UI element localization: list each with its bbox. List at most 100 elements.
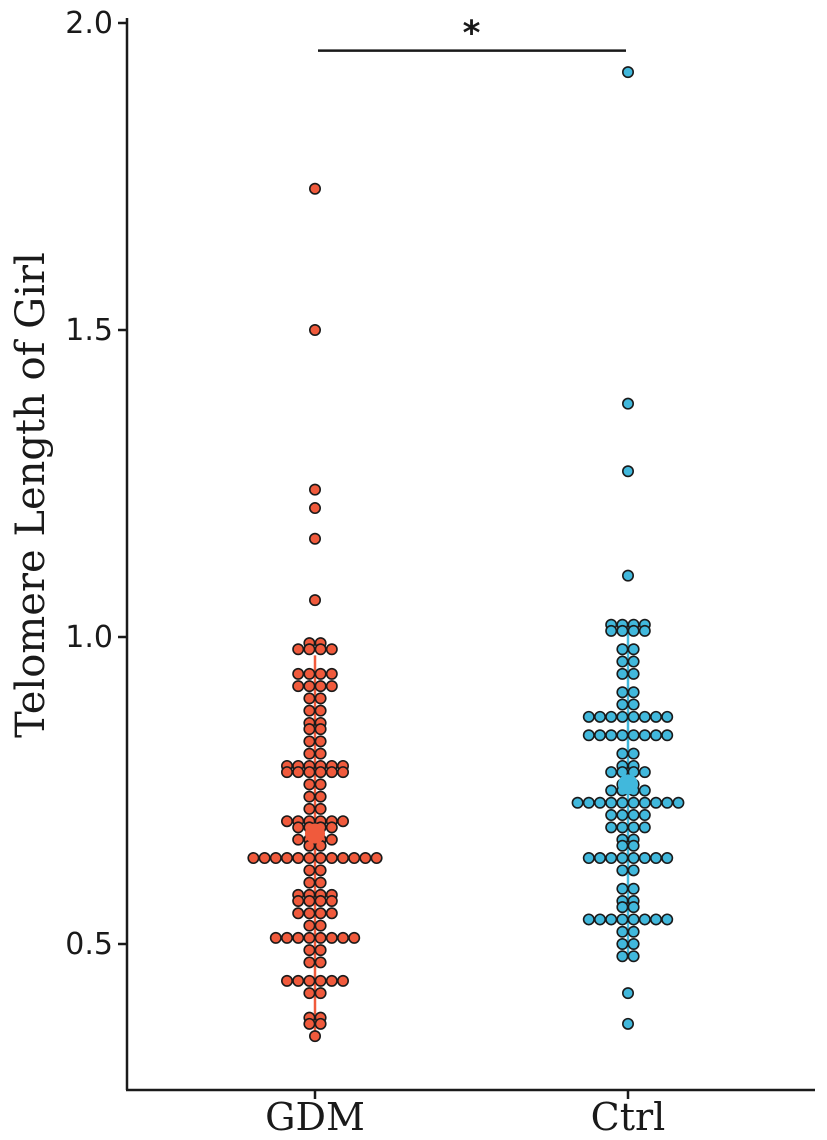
data-point — [303, 667, 316, 680]
data-point — [292, 974, 305, 987]
data-point — [627, 901, 640, 914]
x-tick-label: GDM — [265, 1095, 365, 1139]
data-point — [280, 852, 293, 865]
data-point — [616, 864, 629, 877]
data-point — [303, 876, 316, 889]
y-axis-title: Telomere Length of Girl — [8, 252, 54, 738]
data-point — [638, 729, 651, 742]
data-point — [325, 833, 338, 846]
data-point — [638, 624, 651, 637]
data-point — [621, 1017, 634, 1030]
data-point — [638, 796, 651, 809]
data-point — [661, 913, 674, 926]
data-point — [314, 680, 327, 693]
axes — [125, 18, 815, 1092]
data-point — [616, 729, 629, 742]
data-point — [672, 796, 685, 809]
data-point — [303, 680, 316, 693]
data-point — [621, 569, 634, 582]
data-point — [605, 913, 618, 926]
data-point — [621, 987, 634, 1000]
significance-label: * — [463, 14, 481, 54]
data-point — [571, 796, 584, 809]
data-point — [314, 735, 327, 748]
data-point — [314, 919, 327, 932]
data-point — [627, 821, 640, 834]
data-point — [336, 815, 349, 828]
data-point — [627, 937, 640, 950]
data-point — [325, 907, 338, 920]
data-point — [314, 895, 327, 908]
data-point — [292, 643, 305, 656]
data-point — [616, 809, 629, 822]
data-point — [325, 974, 338, 987]
data-point — [303, 692, 316, 705]
data-point — [314, 692, 327, 705]
data-point — [605, 796, 618, 809]
data-point — [638, 821, 651, 834]
data-point — [638, 766, 651, 779]
data-point — [616, 925, 629, 938]
data-point — [638, 784, 651, 797]
data-point — [314, 766, 327, 779]
data-point — [303, 723, 316, 736]
data-point — [314, 974, 327, 987]
data-point — [627, 667, 640, 680]
data-point — [308, 483, 321, 496]
data-point — [308, 502, 321, 515]
data-point — [325, 931, 338, 944]
data-point — [308, 532, 321, 545]
data-point — [627, 882, 640, 895]
data-point — [269, 852, 282, 865]
data-point — [303, 987, 316, 1000]
data-point — [593, 852, 606, 865]
data-point — [582, 796, 595, 809]
data-point — [621, 66, 634, 79]
data-point — [325, 852, 338, 865]
y-ticks: 0.5 1.0 1.5 2.0 — [65, 6, 127, 962]
data-point — [638, 913, 651, 926]
data-point — [292, 833, 305, 846]
data-point — [627, 913, 640, 926]
data-point — [649, 729, 662, 742]
data-point — [627, 950, 640, 963]
data-point — [336, 766, 349, 779]
data-point — [314, 944, 327, 957]
data-point — [314, 907, 327, 920]
data-point — [336, 974, 349, 987]
data-point — [593, 710, 606, 723]
data-point — [292, 667, 305, 680]
data-point — [303, 766, 316, 779]
data-point — [649, 913, 662, 926]
data-point — [616, 937, 629, 950]
data-point — [303, 944, 316, 957]
data-point — [616, 821, 629, 834]
data-point — [303, 704, 316, 717]
data-point — [325, 895, 338, 908]
data-point — [336, 852, 349, 865]
data-point — [638, 809, 651, 822]
data-point — [661, 710, 674, 723]
mean-point — [618, 774, 638, 795]
mean-point — [305, 823, 325, 844]
y-tick-label: 1.0 — [65, 620, 113, 655]
data-point — [627, 624, 640, 637]
data-point — [280, 931, 293, 944]
data-point — [621, 397, 634, 410]
data-point — [336, 931, 349, 944]
x-tick-label: Ctrl — [591, 1095, 666, 1139]
data-point — [616, 796, 629, 809]
data-point — [303, 931, 316, 944]
data-point — [292, 680, 305, 693]
data-point — [303, 974, 316, 987]
data-point — [359, 852, 372, 865]
data-point — [314, 643, 327, 656]
data-point — [292, 895, 305, 908]
data-point — [314, 876, 327, 889]
data-point — [314, 747, 327, 760]
significance-annotation: * — [318, 14, 626, 54]
data-point — [314, 956, 327, 969]
data-point — [370, 852, 383, 865]
data-point — [314, 931, 327, 944]
